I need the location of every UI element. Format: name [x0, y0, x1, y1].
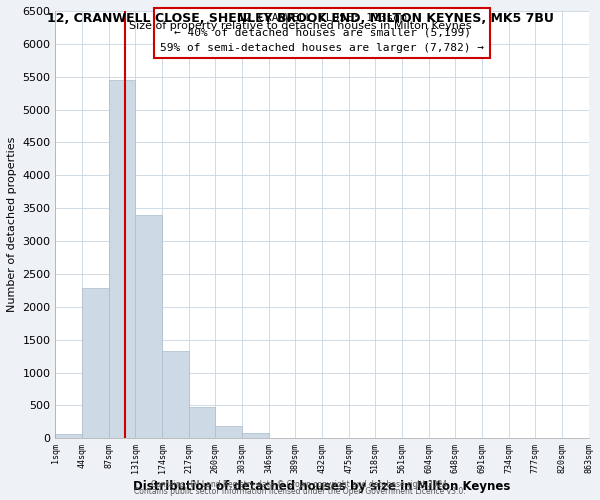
- Bar: [242, 432, 269, 438]
- Bar: [109, 80, 136, 438]
- Bar: [215, 426, 242, 438]
- Text: 12, CRANWELL CLOSE, SHENLEY BROOK END, MILTON KEYNES, MK5 7BU: 12, CRANWELL CLOSE, SHENLEY BROOK END, M…: [47, 12, 553, 24]
- Bar: [55, 434, 82, 438]
- Bar: [82, 288, 109, 438]
- Bar: [162, 352, 189, 438]
- Bar: [189, 406, 215, 438]
- Text: Size of property relative to detached houses in Milton Keynes: Size of property relative to detached ho…: [129, 21, 471, 31]
- Text: Contains public sector information licensed under the Open Government Licence v3: Contains public sector information licen…: [134, 488, 466, 496]
- Text: Contains HM Land Registry data © Crown copyright and database right 2024.: Contains HM Land Registry data © Crown c…: [151, 480, 449, 489]
- Bar: [136, 214, 162, 438]
- Text: 12 CRANWELL CLOSE: 113sqm
← 40% of detached houses are smaller (5,199)
59% of se: 12 CRANWELL CLOSE: 113sqm ← 40% of detac…: [160, 13, 484, 52]
- X-axis label: Distribution of detached houses by size in Milton Keynes: Distribution of detached houses by size …: [133, 480, 511, 493]
- Y-axis label: Number of detached properties: Number of detached properties: [7, 137, 17, 312]
